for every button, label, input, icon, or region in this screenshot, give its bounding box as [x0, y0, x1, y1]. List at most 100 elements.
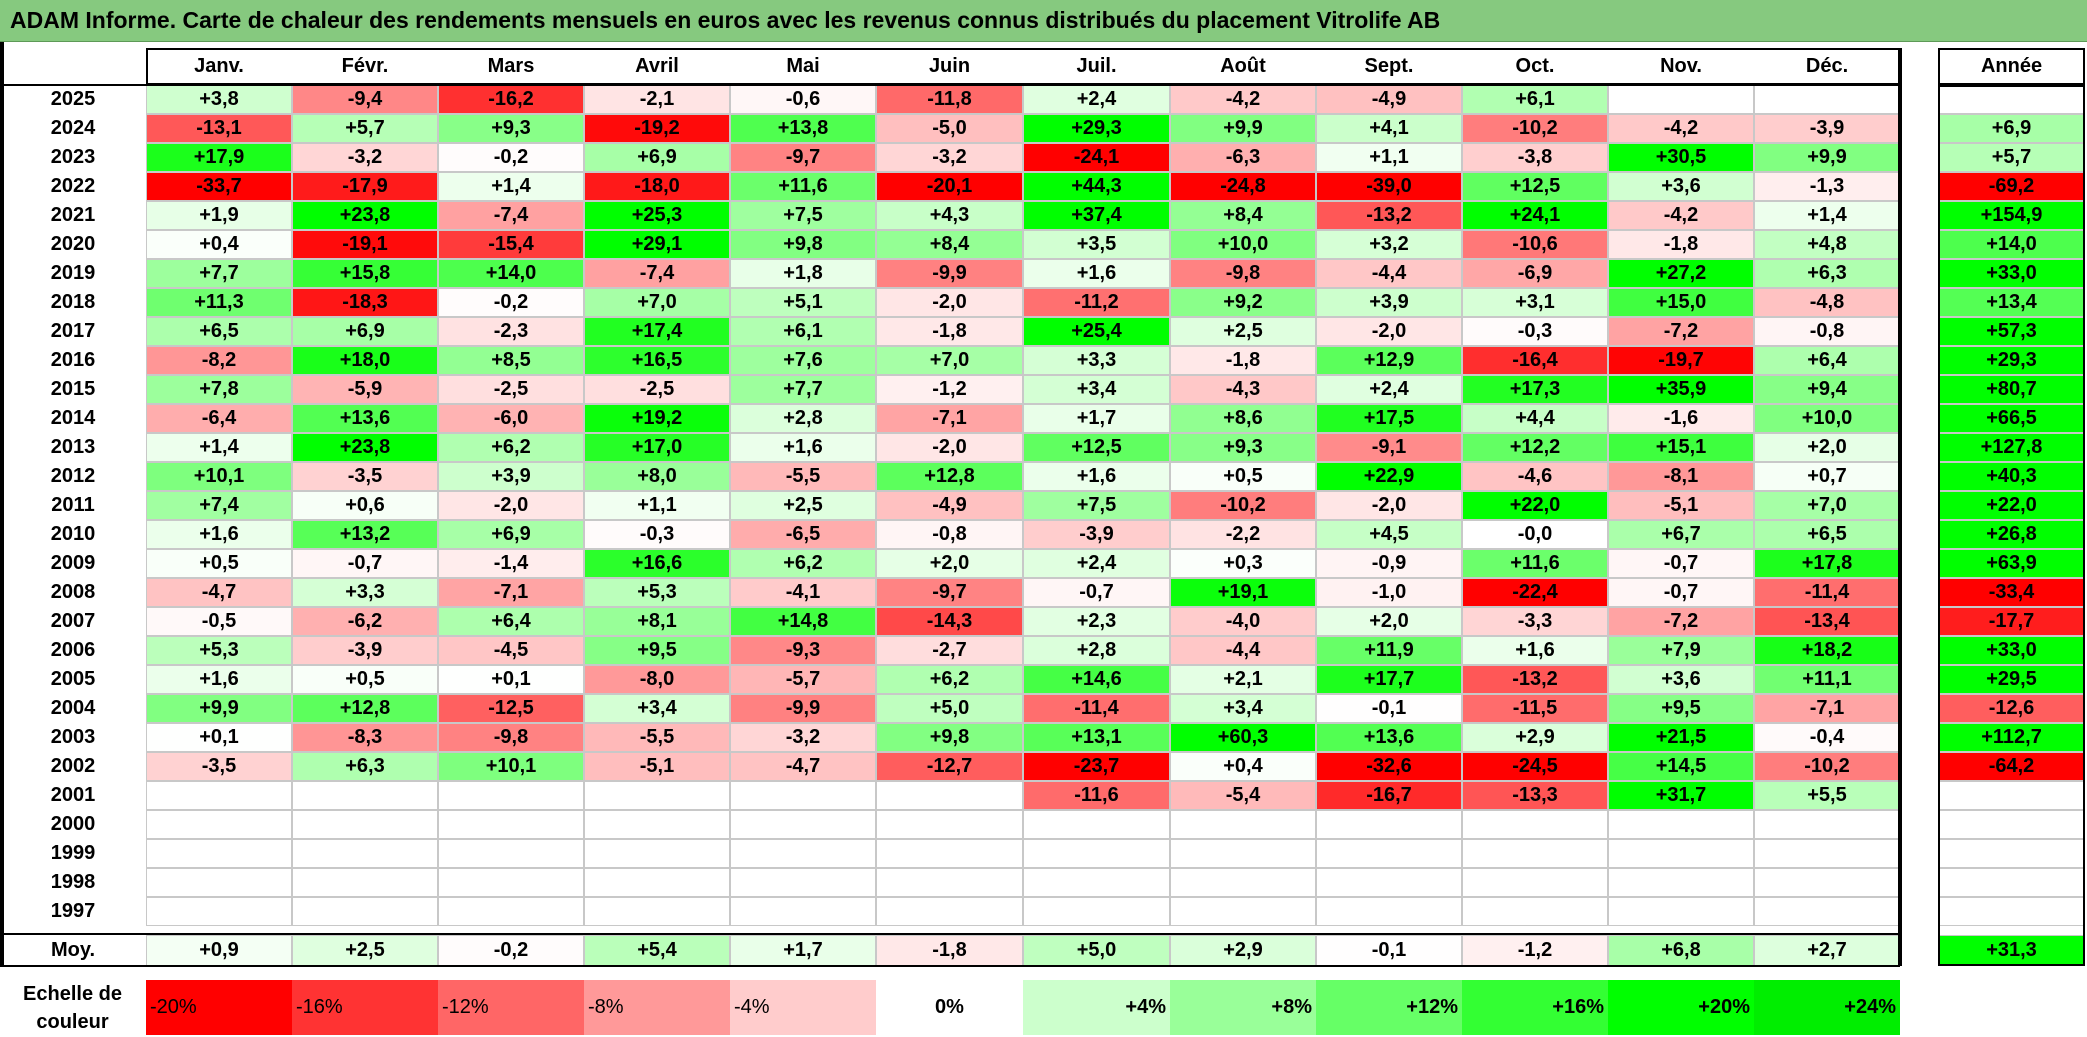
heatmap-cell: +27,2: [1608, 259, 1754, 288]
heatmap-cell: +9,2: [1170, 288, 1316, 317]
heatmap-cell: [1170, 810, 1316, 839]
heatmap-cell: +8,1: [584, 607, 730, 636]
heatmap-cell: +6,7: [1608, 520, 1754, 549]
year-cell: +29,3: [1938, 346, 2085, 375]
heatmap-cell: +9,4: [1754, 375, 1900, 404]
row-label: 2000: [50, 813, 96, 835]
scale-step: +12%: [1316, 980, 1462, 1035]
heatmap-cell: [1316, 868, 1462, 897]
heatmap-cell: +16,6: [584, 549, 730, 578]
heatmap-cell: +13,2: [292, 520, 438, 549]
scale-step: -20%: [146, 980, 292, 1035]
heatmap-cell: +7,4: [146, 491, 292, 520]
heatmap-cell: -5,9: [292, 375, 438, 404]
heatmap-cell: +17,8: [1754, 549, 1900, 578]
heatmap-cell: -14,3: [876, 607, 1023, 636]
heatmap-cell: +0,5: [1170, 462, 1316, 491]
heatmap-cell: -9,1: [1316, 433, 1462, 462]
heatmap-cell: -5,5: [584, 723, 730, 752]
heatmap-cell: -13,2: [1462, 665, 1608, 694]
heatmap-cell: -6,3: [1170, 143, 1316, 172]
heatmap-cell: +9,5: [1608, 694, 1754, 723]
heatmap-cell: +5,0: [876, 694, 1023, 723]
heatmap-cell: [876, 897, 1023, 926]
heatmap-cell: +23,8: [292, 201, 438, 230]
scale-step: +8%: [1170, 980, 1316, 1035]
heatmap-cell: +7,0: [584, 288, 730, 317]
heatmap-cell: -6,0: [438, 404, 584, 433]
heatmap-cell: -2,2: [1170, 520, 1316, 549]
average-cell: +6,8: [1608, 935, 1754, 966]
heatmap-cell: +2,0: [876, 549, 1023, 578]
row-label: 2011: [51, 494, 95, 516]
heatmap-cell: -13,2: [1316, 201, 1462, 230]
heatmap-cell: -2,0: [438, 491, 584, 520]
heatmap-cell: +7,7: [146, 259, 292, 288]
heatmap-cell: +1,6: [1023, 259, 1170, 288]
heatmap-cell: +13,6: [292, 404, 438, 433]
heatmap-cell: -9,7: [876, 578, 1023, 607]
heatmap-cell: +0,7: [1754, 462, 1900, 491]
heatmap-cell: +3,1: [1462, 288, 1608, 317]
heatmap-cell: -4,2: [1608, 201, 1754, 230]
heatmap-cell: +15,1: [1608, 433, 1754, 462]
heatmap-cell: +3,8: [146, 85, 292, 114]
heatmap-cell: [584, 868, 730, 897]
heatmap-cell: +2,5: [730, 491, 876, 520]
row-label: 2012: [50, 465, 96, 487]
heatmap-cell: [292, 781, 438, 810]
column-header: Mai: [786, 54, 820, 77]
heatmap-cell: +60,3: [1170, 723, 1316, 752]
heatmap-cell: [584, 781, 730, 810]
heatmap-cell: +5,3: [146, 636, 292, 665]
heatmap-cell: +3,3: [292, 578, 438, 607]
heatmap-cell: +9,3: [1170, 433, 1316, 462]
heatmap-cell: +17,9: [146, 143, 292, 172]
heatmap-cell: +12,5: [1462, 172, 1608, 201]
heatmap-cell: -0,7: [1608, 578, 1754, 607]
average-cell: -0,2: [438, 935, 584, 966]
heatmap-cell: -7,2: [1608, 607, 1754, 636]
heatmap-cell: +2,0: [1754, 433, 1900, 462]
heatmap-cell: [146, 839, 292, 868]
heatmap-cell: -9,8: [438, 723, 584, 752]
heatmap-cell: [438, 897, 584, 926]
heatmap-cell: -7,2: [1608, 317, 1754, 346]
heatmap-cell: [1023, 839, 1170, 868]
heatmap-cell: [1316, 897, 1462, 926]
page-title: ADAM Informe. Carte de chaleur des rende…: [10, 7, 1441, 33]
heatmap-cell: +18,2: [1754, 636, 1900, 665]
heatmap-cell: -23,7: [1023, 752, 1170, 781]
heatmap-cell: +1,9: [146, 201, 292, 230]
heatmap-cell: +22,0: [1462, 491, 1608, 520]
heatmap-cell: +6,2: [876, 665, 1023, 694]
row-label: 2014: [50, 407, 96, 429]
heatmap-cell: +8,4: [1170, 201, 1316, 230]
heatmap-cell: -3,9: [1754, 114, 1900, 143]
heatmap-cell: +31,7: [1608, 781, 1754, 810]
heatmap-cell: +15,0: [1608, 288, 1754, 317]
heatmap-cell: -1,2: [876, 375, 1023, 404]
row-label: 2017: [50, 320, 96, 342]
heatmap-cell: +17,4: [584, 317, 730, 346]
heatmap-cell: -0,6: [730, 85, 876, 114]
heatmap-cell: -0,7: [1023, 578, 1170, 607]
heatmap-cell: -4,2: [1608, 114, 1754, 143]
row-label: 2010: [50, 523, 96, 545]
heatmap-cell: +7,7: [730, 375, 876, 404]
row-label: 2020: [50, 233, 96, 255]
heatmap-cell: -8,3: [292, 723, 438, 752]
heatmap-cell: -16,4: [1462, 346, 1608, 375]
heatmap-cell: +17,0: [584, 433, 730, 462]
column-header: Avril: [635, 54, 679, 77]
year-cell: +14,0: [1938, 230, 2085, 259]
heatmap-cell: +13,8: [730, 114, 876, 143]
heatmap-cell: +5,7: [292, 114, 438, 143]
heatmap-cell: -4,9: [876, 491, 1023, 520]
heatmap-cell: +6,1: [730, 317, 876, 346]
heatmap-cell: [584, 839, 730, 868]
heatmap-cell: +0,4: [146, 230, 292, 259]
average-year-cell: +31,3: [1938, 935, 2085, 966]
heatmap-cell: +1,6: [1023, 462, 1170, 491]
row-label: 2024: [50, 117, 96, 139]
